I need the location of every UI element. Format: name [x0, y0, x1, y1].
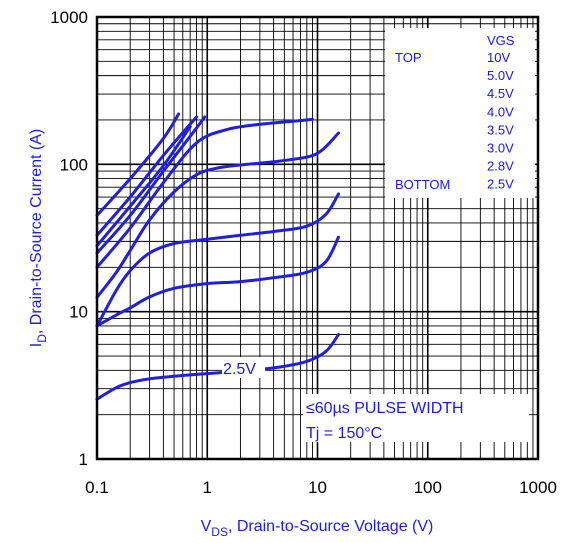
legend-entry: 2.8V — [487, 159, 514, 174]
legend-entry: 4.5V — [487, 86, 514, 101]
legend-entry: 4.0V — [487, 104, 514, 119]
x-tick-label: 0.1 — [85, 478, 109, 497]
legend-entry: 10V — [487, 50, 510, 65]
series-line-4 — [95, 115, 207, 255]
x-tick-label: 10 — [308, 478, 327, 497]
legend-entry: 5.0V — [487, 68, 514, 83]
y-tick-label: 1000 — [50, 8, 88, 27]
series-line-7 — [95, 192, 340, 328]
series-group — [95, 112, 340, 401]
legend-header: VGS — [487, 33, 515, 48]
tick-labels: 0.1 1 10 100 1000 1 10 100 1000 — [50, 8, 557, 497]
junction-temp-note: Tj = 150°C — [306, 425, 382, 442]
legend-entry: 2.5V — [487, 177, 514, 192]
legend-entries: 10V 5.0V 4.5V 4.0V 3.5V 3.0V 2.8V 2.5V — [487, 50, 514, 192]
series-line-6 — [95, 131, 340, 299]
x-tick-label: 100 — [414, 478, 442, 497]
y-tick-label: 1 — [79, 450, 88, 469]
series-line-5 — [95, 117, 314, 269]
legend-entry: 3.5V — [487, 122, 514, 137]
curve-label-bg — [222, 357, 265, 378]
series-line-2 — [95, 115, 199, 237]
y-tick-label: 100 — [60, 155, 88, 174]
y-tick-label: 10 — [69, 303, 88, 322]
grid — [97, 17, 538, 459]
series-line-3 — [95, 125, 192, 248]
x-tick-label: 1 — [203, 478, 212, 497]
x-axis-label: VDS, Drain-to-Source Voltage (V) — [201, 518, 434, 539]
series-line-8 — [95, 235, 340, 328]
y-axis-label: ID, Drain-to-Source Current (A) — [28, 129, 49, 348]
plot-frame — [95, 15, 540, 461]
curve-label: 2.5V — [223, 361, 256, 378]
series-line-1 — [95, 112, 181, 217]
pulse-width-note: ≤60µs PULSE WIDTH — [306, 400, 464, 417]
x-tick-label: 1000 — [519, 478, 557, 497]
pulse-note-bg — [303, 394, 529, 442]
legend-bottom-label: BOTTOM — [395, 177, 450, 192]
legend-entry: 3.0V — [487, 141, 514, 156]
series-line-9 — [95, 333, 340, 401]
legend-box — [385, 28, 535, 198]
legend-top-label: TOP — [395, 50, 422, 65]
